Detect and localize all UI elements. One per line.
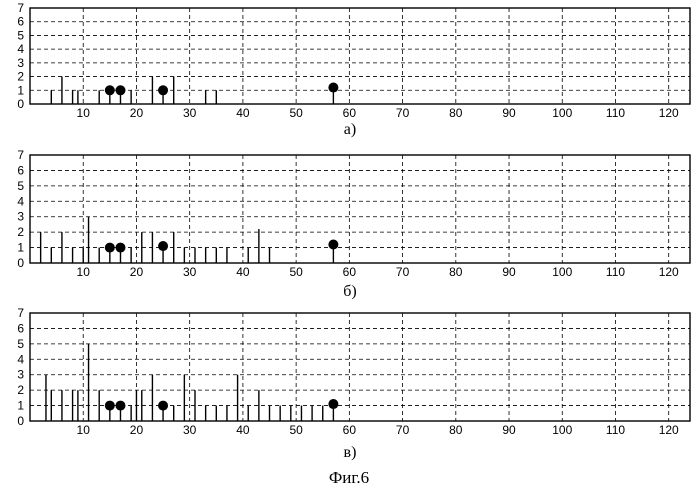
y-tick-label: 2 [17, 225, 24, 239]
marker-point [105, 401, 115, 411]
y-tick-label: 4 [17, 194, 24, 208]
y-tick-label: 3 [17, 56, 24, 70]
x-tick-label: 100 [552, 423, 572, 437]
x-tick-label: 110 [606, 423, 625, 437]
x-tick-label: 120 [659, 265, 679, 279]
x-tick-label: 10 [77, 265, 91, 279]
x-tick-label: 10 [77, 106, 91, 120]
x-tick-label: 80 [449, 423, 463, 437]
x-tick-label: 70 [396, 423, 410, 437]
x-tick-label: 90 [502, 423, 516, 437]
x-tick-label: 120 [659, 423, 679, 437]
x-tick-label: 30 [183, 106, 197, 120]
y-tick-label: 6 [17, 163, 24, 177]
x-tick-label: 80 [449, 265, 463, 279]
x-tick-label: 20 [130, 106, 144, 120]
x-tick-label: 120 [659, 106, 679, 120]
y-tick-label: 4 [17, 42, 24, 56]
figure-caption: Фиг.6 [329, 468, 369, 487]
y-tick-label: 5 [17, 337, 24, 351]
x-tick-label: 90 [502, 265, 516, 279]
y-tick-label: 0 [17, 97, 24, 111]
y-tick-label: 4 [17, 352, 24, 366]
marker-point [328, 239, 338, 249]
y-tick-label: 3 [17, 210, 24, 224]
x-tick-label: 60 [343, 423, 357, 437]
panel-label: в) [344, 444, 357, 461]
marker-point [158, 401, 168, 411]
y-tick-label: 7 [17, 148, 24, 162]
plot-frame [30, 8, 690, 104]
y-tick-label: 7 [17, 306, 24, 320]
x-tick-label: 110 [606, 106, 625, 120]
y-tick-label: 6 [17, 321, 24, 335]
x-tick-label: 110 [606, 265, 625, 279]
marker-point [105, 85, 115, 95]
x-tick-label: 30 [183, 265, 197, 279]
y-tick-label: 1 [17, 83, 24, 97]
stem-plot-3: 01 23 45 67 10 20 30 40 50 60 70 80 90 100 110 120 в) [17, 306, 690, 461]
y-tick-label: 3 [17, 368, 24, 382]
marker-point [115, 85, 125, 95]
marker-point [105, 243, 115, 253]
marker-point [328, 83, 338, 93]
y-tick-label: 2 [17, 383, 24, 397]
x-tick-label: 90 [502, 106, 516, 120]
stem-plot-2: 01 23 45 67 10 20 30 40 50 60 70 80 90 100 110 120 б) [17, 148, 690, 300]
x-tick-label: 100 [552, 265, 572, 279]
x-tick-label: 50 [289, 423, 303, 437]
x-tick-label: 40 [236, 423, 250, 437]
x-tick-label: 70 [396, 265, 410, 279]
x-tick-label: 50 [289, 106, 303, 120]
y-tick-label: 5 [17, 28, 24, 42]
x-tick-label: 60 [343, 106, 357, 120]
x-tick-label: 10 [77, 423, 91, 437]
y-tick-label: 5 [17, 179, 24, 193]
x-tick-label: 20 [130, 265, 144, 279]
marker-point [328, 399, 338, 409]
plot-frame [30, 313, 690, 421]
y-tick-label: 1 [17, 241, 24, 255]
x-tick-label: 50 [289, 265, 303, 279]
panel-label: б) [343, 283, 356, 300]
x-tick-label: 70 [396, 106, 410, 120]
y-tick-label: 0 [17, 414, 24, 428]
x-tick-label: 40 [236, 106, 250, 120]
x-tick-label: 40 [236, 265, 250, 279]
x-tick-label: 100 [552, 106, 572, 120]
marker-point [158, 241, 168, 251]
x-tick-label: 80 [449, 106, 463, 120]
x-tick-label: 30 [183, 423, 197, 437]
y-tick-label: 7 [17, 1, 24, 15]
x-tick-label: 20 [130, 423, 144, 437]
x-tick-label: 60 [343, 265, 357, 279]
y-tick-label: 2 [17, 70, 24, 84]
y-tick-label: 6 [17, 15, 24, 29]
y-tick-label: 0 [17, 256, 24, 270]
marker-point [158, 85, 168, 95]
panel-label: а) [344, 121, 356, 138]
marker-point [115, 243, 125, 253]
marker-point [115, 401, 125, 411]
y-tick-label: 1 [17, 399, 24, 413]
stem-plot-1: 01234567 10 20 30 40 50 60 70 80 90 100 110 120 а) [17, 1, 690, 138]
plot-frame [30, 155, 690, 263]
